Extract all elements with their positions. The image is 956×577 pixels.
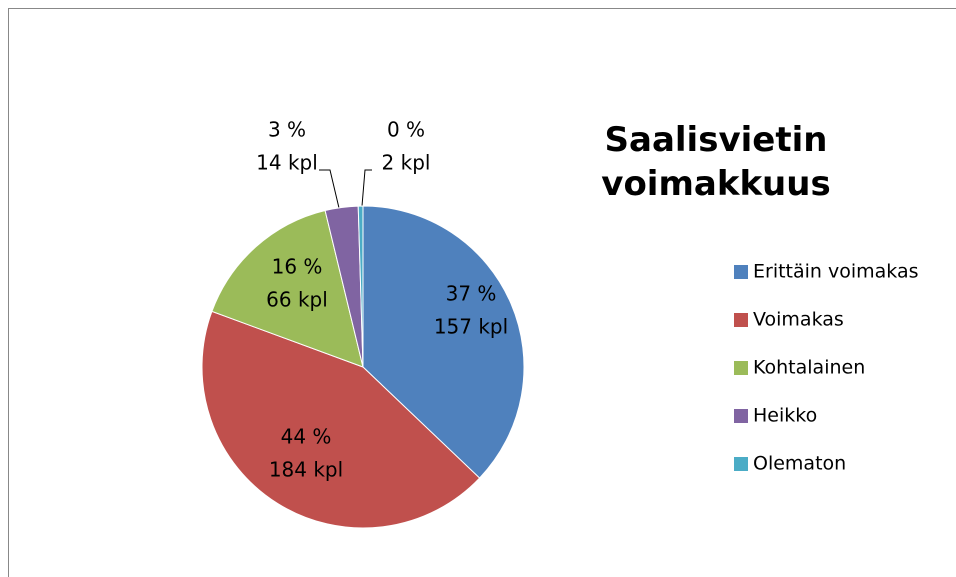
- legend-label: Voimakas: [753, 309, 844, 331]
- leader-line: [319, 169, 340, 209]
- legend-swatch: [734, 313, 748, 327]
- legend-label: Olematon: [753, 453, 846, 475]
- legend-label: Kohtalainen: [753, 357, 865, 379]
- legend-label: Heikko: [753, 405, 817, 427]
- data-label: 37 %: [446, 282, 497, 306]
- data-label: 184 kpl: [269, 458, 343, 482]
- pie-slice: [201, 310, 481, 529]
- data-label: 44 %: [281, 425, 332, 449]
- legend-swatch: [734, 265, 748, 279]
- data-label: 0 %: [387, 118, 425, 142]
- data-label: 3 %: [268, 118, 306, 142]
- pie-slice: [211, 209, 364, 368]
- data-label: 157 kpl: [434, 315, 508, 339]
- chart-title: Saalisvietin voimakkuus: [601, 120, 831, 204]
- legend-swatch: [734, 361, 748, 375]
- legend-swatch: [734, 457, 748, 471]
- pie-slice: [362, 205, 525, 479]
- legend-swatch: [734, 409, 748, 423]
- data-label: 66 kpl: [266, 288, 328, 312]
- data-label: 14 kpl: [256, 151, 318, 175]
- pie-slice: [357, 205, 364, 368]
- legend-label: Erittäin voimakas: [753, 261, 919, 283]
- data-label: 2 kpl: [382, 151, 431, 175]
- leader-line: [361, 169, 372, 207]
- data-label: 16 %: [272, 255, 323, 279]
